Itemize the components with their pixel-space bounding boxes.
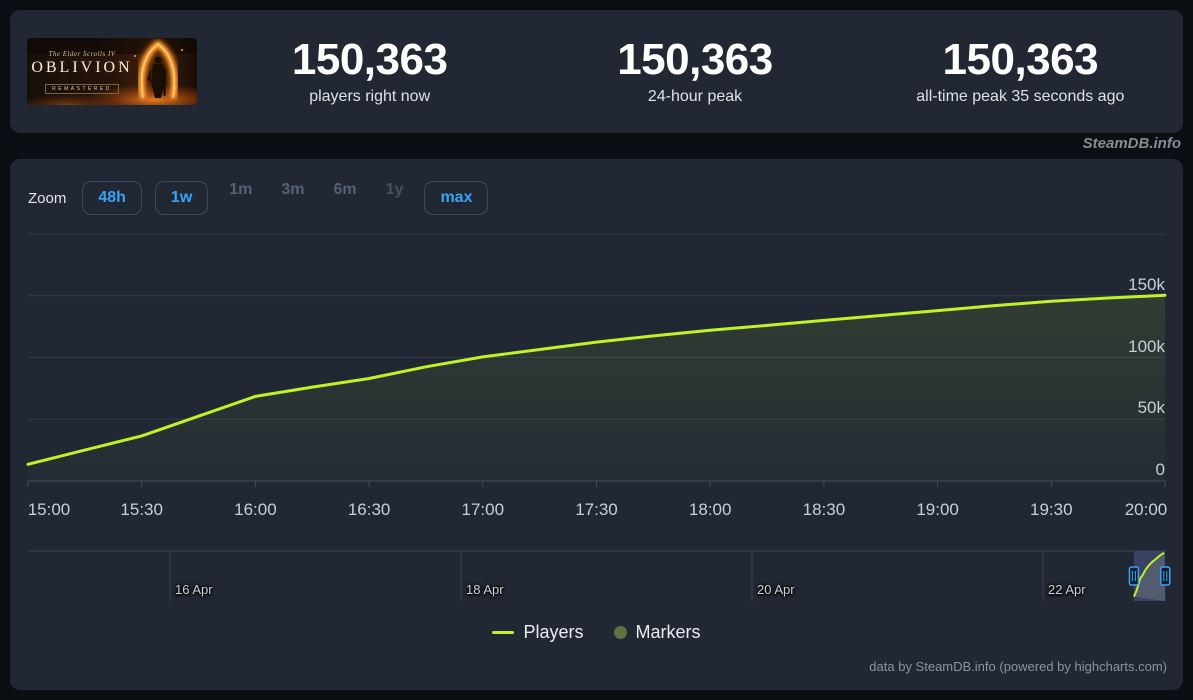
y-axis-label: 50k [1137, 398, 1165, 418]
zoom-button-3m: 3m [281, 181, 305, 198]
x-axis-label: 16:00 [234, 500, 277, 519]
stat-current-players: 150,363 players right now [207, 37, 532, 105]
x-axis-label: 19:00 [916, 500, 959, 519]
stat-value: 150,363 [942, 35, 1099, 85]
stat-alltime-peak: 150,363 all-time peak 35 seconds ago [858, 37, 1183, 105]
stat-value: 150,363 [291, 35, 448, 85]
y-axis-label: 0 [1155, 460, 1165, 479]
capsule-text: The Elder Scrolls IV OBLIVION REMASTERED [29, 50, 135, 95]
x-axis-label: 18:30 [802, 500, 846, 519]
x-axis-label: 15:30 [120, 500, 163, 519]
zoom-button-1m: 1m [229, 181, 253, 198]
game-title: OBLIVION [31, 59, 133, 76]
y-axis-label: 150k [1128, 274, 1165, 294]
legend-label-players: Players [523, 622, 584, 642]
zoom-button-1w[interactable]: 1w [154, 181, 209, 215]
legend-item-players[interactable]: Players [492, 622, 584, 643]
header-stats: 150,363 players right now 150,363 24-hou… [10, 37, 1183, 105]
x-axis-label: 15:00 [27, 500, 71, 519]
players-chart[interactable] [10, 159, 1183, 690]
chart-panel: Zoom 48h 1w 1m 3m 6m 1y max 0 50k 100k 150k… [10, 159, 1183, 690]
zoom-button-6m: 6m [333, 181, 357, 198]
credits-link[interactable]: data by SteamDB.info (powered by highcha… [869, 659, 1167, 674]
x-axis-label: 18:00 [688, 500, 732, 519]
zoom-button-1y: 1y [385, 181, 404, 198]
players-area [28, 295, 1165, 481]
x-axis-label: 16:30 [347, 500, 391, 519]
chart-legend: Players Markers [10, 622, 1183, 643]
stat-label: players right now [309, 87, 431, 105]
game-edition-badge: REMASTERED [45, 84, 119, 94]
zoom-label: Zoom [28, 189, 67, 207]
knight-icon [147, 56, 166, 98]
legend-label-markers: Markers [635, 622, 701, 642]
x-axis-label: 17:00 [461, 500, 505, 519]
stat-label: all-time peak 35 seconds ago [916, 87, 1125, 105]
stat-24h-peak: 150,363 24-hour peak [532, 37, 857, 105]
zoom-button-max[interactable]: max [424, 181, 489, 215]
navigator-date-label: 18 Apr [466, 582, 504, 597]
steamdb-watermark[interactable]: SteamDB.info [1082, 135, 1181, 152]
legend-item-markers[interactable]: Markers [613, 622, 701, 643]
game-capsule[interactable]: The Elder Scrolls IV OBLIVION REMASTERED [27, 38, 197, 105]
x-axis-label: 19:30 [1030, 500, 1073, 519]
circle-swatch-icon [613, 626, 627, 639]
navigator-date-label: 20 Apr [757, 582, 795, 597]
x-axis-label: 17:30 [575, 500, 618, 519]
navigator-date-label: 16 Apr [175, 582, 213, 597]
zoom-button-48h[interactable]: 48h [82, 181, 142, 215]
zoom-toolbar: Zoom 48h 1w 1m 3m 6m 1y max [28, 181, 489, 215]
navigator-handle-right[interactable] [1160, 566, 1171, 586]
header-panel: The Elder Scrolls IV OBLIVION REMASTERED… [10, 10, 1183, 133]
navigator-handle-left[interactable] [1128, 566, 1140, 586]
stat-label: 24-hour peak [647, 87, 743, 105]
x-axis-label: 20:00 [1124, 500, 1168, 519]
navigator-date-label: 22 Apr [1048, 582, 1086, 597]
line-swatch-icon [492, 631, 515, 634]
game-series-label: The Elder Scrolls IV [48, 50, 116, 58]
stat-value: 150,363 [617, 35, 773, 85]
navigator-area [1133, 553, 1166, 601]
y-axis-label: 100k [1128, 336, 1165, 356]
players-line [26, 293, 1167, 466]
